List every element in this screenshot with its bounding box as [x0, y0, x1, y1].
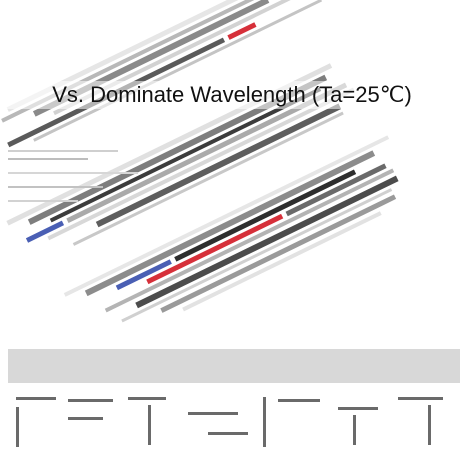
- scanline: [8, 200, 78, 202]
- streak-accent-red: [227, 22, 257, 40]
- fragment: [68, 399, 113, 402]
- streak: [84, 150, 376, 297]
- streak: [66, 82, 348, 223]
- streak: [160, 194, 397, 313]
- streak: [49, 87, 322, 223]
- streak: [47, 87, 355, 241]
- fragment: [398, 397, 443, 400]
- fragment: [148, 405, 151, 445]
- streak: [63, 135, 390, 297]
- streak: [95, 103, 342, 228]
- fragment: [16, 397, 56, 400]
- scanline: [8, 186, 103, 188]
- streak: [174, 169, 357, 262]
- streak: [135, 175, 399, 309]
- streak-accent-blue: [115, 259, 172, 291]
- fragment: [16, 407, 19, 447]
- fragment: [208, 432, 248, 435]
- streak: [104, 168, 395, 313]
- streak: [72, 111, 344, 246]
- streak: [6, 0, 279, 112]
- fragment: [68, 417, 103, 420]
- streak: [182, 211, 382, 312]
- fragment: [278, 399, 320, 402]
- fragment: [353, 415, 356, 445]
- glitched-text-row: [16, 397, 443, 447]
- scanline: [8, 172, 138, 174]
- fragment: [188, 412, 238, 415]
- caption-text: Vs. Dominate Wavelength (Ta=25℃): [0, 81, 464, 109]
- scanline: [8, 150, 118, 152]
- fragment: [428, 405, 431, 445]
- streak-accent-blue: [25, 220, 65, 243]
- scanline: [8, 158, 88, 160]
- scanlines: [8, 150, 138, 202]
- fragment: [263, 397, 266, 447]
- fragment: [338, 407, 378, 410]
- fragment: [128, 397, 166, 400]
- streak-accent-red: [146, 213, 284, 285]
- streak: [285, 163, 387, 217]
- streak: [121, 188, 393, 323]
- diagonal-streaks: [1, 0, 399, 323]
- glyph-fragments: [16, 397, 443, 447]
- gray-band: [8, 349, 460, 383]
